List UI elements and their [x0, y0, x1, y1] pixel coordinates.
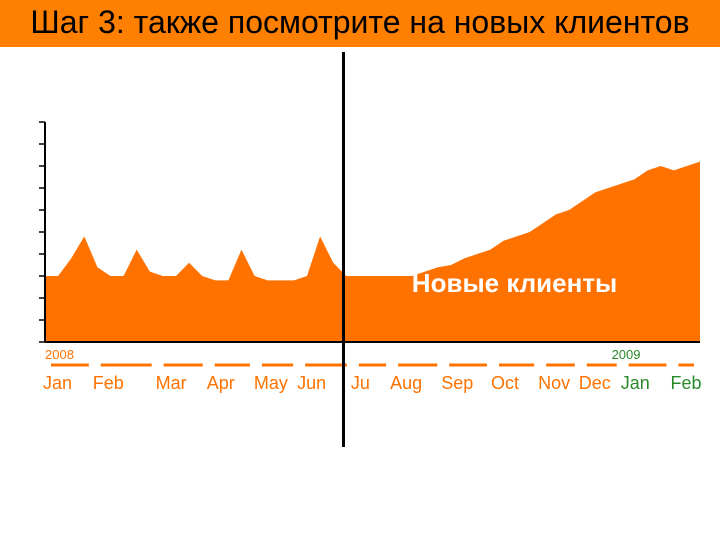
month-label: Mar: [156, 373, 187, 394]
month-label: Dec: [579, 373, 611, 394]
slide-header: Шаг 3: также посмотрите на новых клиенто…: [0, 0, 720, 47]
month-label: Apr: [207, 373, 235, 394]
month-label: Jan: [43, 373, 72, 394]
chart-container: 2008 2009 Jan Feb Mar Apr May Jun Ju Aug Sep Oct Nov…: [0, 47, 720, 497]
month-label: Jan: [621, 373, 650, 394]
month-label: Ju: [351, 373, 370, 394]
vertical-marker: [342, 52, 345, 447]
month-label: Oct: [491, 373, 519, 394]
year-label: 2008: [45, 347, 74, 362]
month-label: Feb: [93, 373, 124, 394]
month-label: Feb: [670, 373, 701, 394]
area-chart: [0, 47, 720, 497]
year-label: 2009: [612, 347, 641, 362]
month-label: Jun: [297, 373, 326, 394]
month-label: Aug: [390, 373, 422, 394]
slide-title: Шаг 3: также посмотрите на новых клиенто…: [0, 4, 720, 41]
month-label: Sep: [441, 373, 473, 394]
month-label: May: [254, 373, 288, 394]
month-label: Nov: [538, 373, 570, 394]
